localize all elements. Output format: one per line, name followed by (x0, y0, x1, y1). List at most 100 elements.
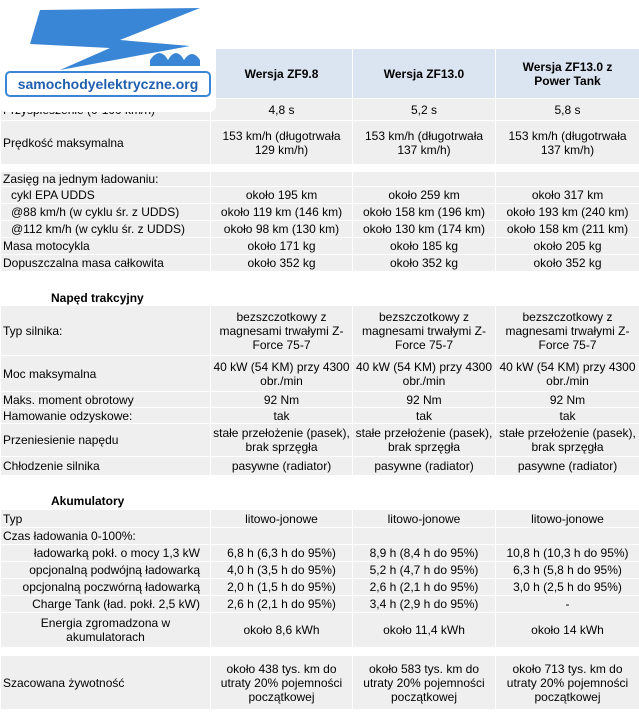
table-cell: 153 km/h (długotrwała 129 km/h) (210, 120, 353, 165)
table-cell: Dopuszczalna masa całkowita (0, 254, 211, 272)
table-cell: około 8,6 kWh (210, 612, 353, 648)
table-cell: około 205 kg (495, 237, 639, 255)
data-row: Hamowanie odzyskowe: tak tak tak (0, 407, 639, 424)
table-cell: 3,0 h (2,5 h do 95%) (495, 578, 639, 596)
table-cell: Moc maksymalna (0, 355, 211, 392)
data-row: Zasięg na jednym ładowaniu: (0, 171, 639, 187)
table-cell (210, 164, 353, 172)
table-cell: około 119 km (146 km) (210, 203, 353, 221)
table-cell (0, 647, 211, 656)
table-cell: 3,4 h (2,9 h do 95%) (352, 595, 496, 613)
table-cell: litowo-jonowe (352, 509, 496, 528)
table-cell: 2,0 h (1,5 h do 95%) (210, 578, 353, 596)
table-cell: tak (210, 407, 353, 424)
table-cell: bezszczotkowy z magnesami trwałymi Z-For… (352, 305, 496, 356)
data-row: Maks. moment obrotowy 92 Nm 92 Nm 92 Nm (0, 391, 639, 408)
data-row: cykl EPA UDDS około 195 km około 259 km oko… (0, 186, 639, 204)
table-cell: Wersja ZF13.0 (352, 48, 496, 99)
spec-table: Wersja ZF9.8 Wersja ZF13.0 Wersja ZF13.0 z… (0, 48, 639, 710)
table-cell (495, 491, 639, 510)
table-cell: 4,0 h (3,5 h do 95%) (210, 561, 353, 579)
data-row: Szacowana żywotność około 438 tys. km do … (0, 655, 639, 710)
table-cell (0, 271, 211, 290)
table-cell: litowo-jonowe (210, 509, 353, 528)
table-cell: stałe przełożenie (pasek), brak sprzęgła (352, 423, 496, 457)
data-row: opcjonalną poczwórną ładowarką 2,0 h (1,5… (0, 578, 639, 596)
table-cell: stałe przełożenie (pasek), brak sprzęgła (495, 423, 639, 457)
table-cell (495, 647, 639, 656)
table-cell: 2,6 h (2,1 h do 95%) (352, 578, 496, 596)
table-cell (495, 289, 639, 306)
table-cell: 92 Nm (495, 391, 639, 408)
table-cell: tak (352, 407, 496, 424)
data-row: @88 km/h (w cyklu śr. z UDDS) około 119 k… (0, 203, 639, 221)
table-cell: opcjonalną poczwórną ładowarką (0, 578, 211, 596)
table-cell: tak (495, 407, 639, 424)
table-cell (352, 171, 496, 187)
table-body: Wersja ZF9.8 Wersja ZF13.0 Wersja ZF13.0 z… (0, 48, 639, 710)
data-row: ładowarką pokł. o mocy 1,3 kW 6,8 h (6,3 … (0, 544, 639, 562)
table-cell: 92 Nm (210, 391, 353, 408)
table-cell: Czas ładowania 0-100%: (0, 527, 211, 545)
table-cell: około 193 km (240 km) (495, 203, 639, 221)
table-cell: Napęd trakcyjny (0, 289, 211, 306)
table-cell: Przeniesienie napędu (0, 423, 211, 457)
logo-bolt (30, 8, 200, 70)
logo: samochodyelektryczne.org (0, 0, 216, 112)
spacer-row (0, 164, 639, 172)
table-cell (210, 289, 353, 306)
table-cell: około 98 km (130 km) (210, 220, 353, 238)
table-cell: około 158 km (211 km) (495, 220, 639, 238)
table-cell (495, 475, 639, 492)
table-cell: około 11,4 kWh (352, 612, 496, 648)
data-row: Charge Tank (ład. pokł. 2,5 kW) 2,6 h (2,… (0, 595, 639, 613)
logo-text: samochodyelektryczne.org (18, 76, 199, 92)
table-cell: około 352 kg (352, 254, 496, 272)
table-cell (210, 647, 353, 656)
table-cell: Charge Tank (ład. pokł. 2,5 kW) (0, 595, 211, 613)
table-cell (352, 271, 496, 290)
table-cell (210, 491, 353, 510)
table-cell: około 195 km (210, 186, 353, 204)
table-cell: 153 km/h (długotrwała 137 km/h) (495, 120, 639, 165)
table-cell: 40 kW (54 KM) przy 4300 obr./min (210, 355, 353, 392)
data-row: Typ silnika: bezszczotkowy z magnesami tr… (0, 305, 639, 356)
table-cell (495, 171, 639, 187)
table-cell: pasywne (radiator) (352, 456, 496, 476)
table-cell: Energia zgromadzona w akumulatorach (0, 612, 211, 648)
table-cell: Szacowana żywotność (0, 655, 211, 710)
logo-label-box (5, 71, 211, 97)
table-cell: stałe przełożenie (pasek), brak sprzęgła (210, 423, 353, 457)
table-cell: - (495, 595, 639, 613)
table-cell: Prędkość maksymalna (0, 120, 211, 165)
table-cell: około 352 kg (210, 254, 353, 272)
table-cell: cykl EPA UDDS (0, 186, 211, 204)
table-cell: Wersja ZF9.8 (210, 48, 353, 99)
table-cell: pasywne (radiator) (495, 456, 639, 476)
data-row: opcjonalną podwójną ładowarką 4,0 h (3,5 … (0, 561, 639, 579)
table-cell (352, 289, 496, 306)
data-row: Prędkość maksymalna 153 km/h (długotrwała… (0, 120, 639, 165)
table-cell (495, 271, 639, 290)
data-row: @112 km/h (w cyklu śr. z UDDS) około 98 k… (0, 220, 639, 238)
data-row: Chłodzenie silnika pasywne (radiator) pasy… (0, 456, 639, 476)
table-cell: Typ silnika: (0, 305, 211, 356)
table-cell: bezszczotkowy z magnesami trwałymi Z-For… (210, 305, 353, 356)
table-cell: 92 Nm (352, 391, 496, 408)
table-cell (210, 271, 353, 290)
table-cell (352, 164, 496, 172)
table-cell (210, 475, 353, 492)
table-cell: około 185 kg (352, 237, 496, 255)
section-row: Akumulatory (0, 491, 639, 510)
table-cell (210, 171, 353, 187)
spacer-row (0, 475, 639, 492)
table-cell: 5,2 h (4,7 h do 95%) (352, 561, 496, 579)
table-cell: około 171 kg (210, 237, 353, 255)
table-cell: bezszczotkowy z magnesami trwałymi Z-For… (495, 305, 639, 356)
table-cell: około 130 km (174 km) (352, 220, 496, 238)
spacer-row (0, 647, 639, 656)
table-cell: 4,8 s (210, 98, 353, 121)
table-cell (210, 527, 353, 545)
table-cell: opcjonalną podwójną ładowarką (0, 561, 211, 579)
